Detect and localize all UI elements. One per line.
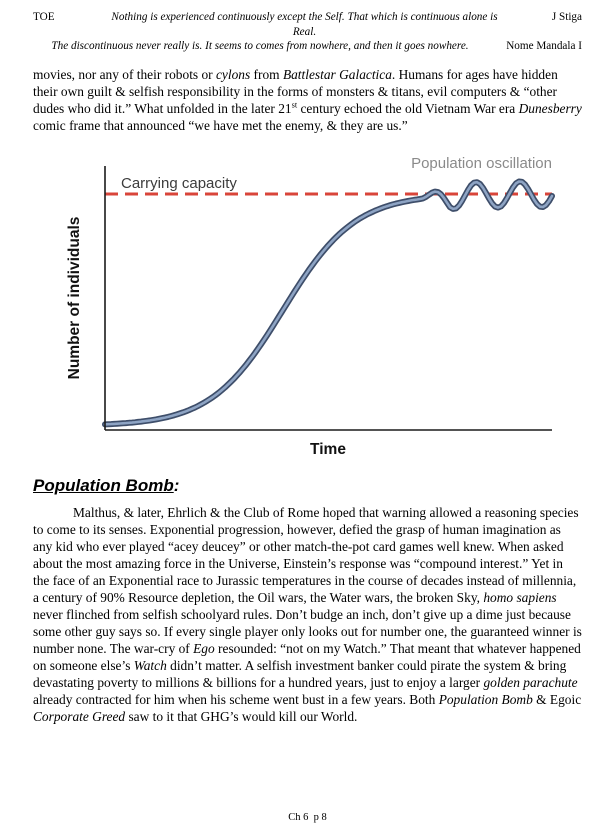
population-growth-figure: Population oscillation Carrying capacity… xyxy=(33,152,582,462)
x-axis-label: Time xyxy=(310,441,346,458)
paragraph-movies: movies, nor any of their robots or cylon… xyxy=(33,66,582,133)
header-quote-line-2: The discontinuous never really is. It se… xyxy=(51,40,469,53)
section-heading-colon: : xyxy=(173,475,180,495)
growth-curve xyxy=(103,179,554,426)
growth-chart-svg: Population oscillation Carrying capacity… xyxy=(66,155,555,458)
paragraph-malthus: Malthus, & later, Ehrlich & the Club of … xyxy=(33,504,582,724)
header-attribution: Nome Mandala I xyxy=(506,40,582,53)
header-row-2: The discontinuous never really is. It se… xyxy=(33,39,582,54)
section-heading-text: Population Bomb xyxy=(33,475,174,495)
y-axis-label: Number of individuals xyxy=(66,216,83,379)
header-row-1: TOE Nothing is experienced continuously … xyxy=(33,10,582,39)
page-footer: Ch 6 p 8 xyxy=(288,812,327,823)
header-author: J Stiga xyxy=(551,11,582,23)
growth-curve-outline xyxy=(102,178,555,428)
carrying-capacity-annotation: Carrying capacity xyxy=(121,175,237,192)
header-doc-code: TOE xyxy=(33,11,55,23)
header-quote-line-1: Nothing is experienced continuously exce… xyxy=(111,11,498,38)
oscillation-annotation: Population oscillation xyxy=(411,155,552,172)
section-heading: Population Bomb: xyxy=(33,476,582,496)
